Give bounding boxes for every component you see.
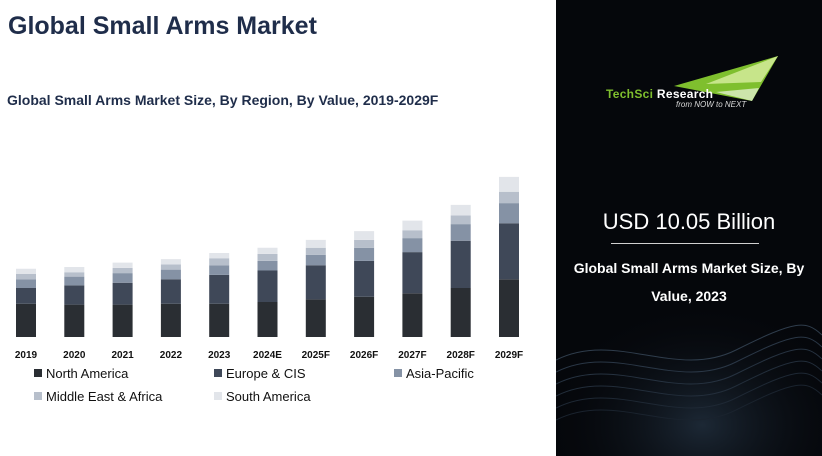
bar-segment <box>16 303 36 337</box>
bar-segment <box>257 253 278 261</box>
stacked-bar-chart: 2019 2020 2021 2022 2023 2024E 2025F 2026F 2027F… <box>15 176 523 361</box>
bar-segment <box>64 272 85 277</box>
chart-subtitle: Global Small Arms Market Size, By Region… <box>7 92 439 108</box>
page-title: Global Small Arms Market <box>8 12 317 40</box>
bar-segment <box>402 252 423 294</box>
bar-segment <box>450 288 471 337</box>
bar-segment <box>16 268 36 274</box>
info-panel: TechSci Research from NOW to NEXT USD 10… <box>556 0 822 456</box>
bar-segment <box>209 274 230 304</box>
bar-segment <box>160 264 181 270</box>
brand-logo: TechSci Research <box>606 87 714 101</box>
bar-segment <box>354 296 375 337</box>
x-tick-label: 2026F <box>350 350 378 361</box>
bar-segment <box>305 239 326 248</box>
bar-segment <box>112 262 133 268</box>
bar-segment <box>257 247 278 254</box>
bar-segment <box>402 293 423 337</box>
divider <box>611 243 759 244</box>
stat-value: USD 10.05 Billion <box>602 209 776 234</box>
legend-label: South America <box>226 388 311 404</box>
bar-segment <box>402 238 423 253</box>
bar-segment <box>354 231 375 240</box>
triangle-arrow-icon <box>674 56 778 101</box>
bar-segment <box>209 265 230 275</box>
x-tick-label: 2023 <box>208 350 231 361</box>
bar-segment <box>305 247 326 255</box>
bar-segment <box>16 274 36 280</box>
x-tick-label: 2029F <box>495 350 523 361</box>
bar-segment <box>450 215 471 225</box>
bar-segment <box>499 191 519 204</box>
bar-segment <box>402 230 423 239</box>
bar-segment <box>16 288 36 304</box>
bar-segment <box>160 259 181 265</box>
x-tick-label: 2024E <box>253 350 282 361</box>
legend-label: Middle East & Africa <box>46 388 163 404</box>
x-tick-label: 2025F <box>302 350 330 361</box>
x-tick-label: 2021 <box>111 350 134 361</box>
legend-item-south-america: South America <box>214 387 311 405</box>
bar-segment <box>16 279 36 288</box>
legend-item-middle-east-africa: Middle East & Africa <box>34 387 162 405</box>
bar-group <box>16 176 519 337</box>
x-tick-label: 2019 <box>15 350 38 361</box>
bar-segment <box>112 267 133 274</box>
bar-segment <box>305 265 326 300</box>
bar-segment <box>354 247 375 261</box>
x-tick-label: 2022 <box>160 350 183 361</box>
bar-segment <box>499 279 519 337</box>
legend-swatch <box>214 369 222 377</box>
legend-swatch <box>394 369 402 377</box>
bar-segment <box>64 276 85 286</box>
legend-item-asia-pacific: Asia-Pacific <box>394 364 474 382</box>
bar-segment <box>64 304 85 337</box>
x-tick-label: 2028F <box>447 350 475 361</box>
bar-segment <box>64 285 85 305</box>
bar-segment <box>112 304 133 337</box>
legend-item-europe-cis: Europe & CIS <box>214 364 306 382</box>
bar-segment <box>160 269 181 280</box>
bar-segment <box>257 270 278 302</box>
legend-label: Europe & CIS <box>226 365 306 381</box>
wave-background <box>556 250 822 456</box>
bar-segment <box>354 260 375 297</box>
bar-segment <box>450 204 471 216</box>
bar-segment <box>499 223 519 280</box>
bar-segment <box>402 220 423 231</box>
stat-caption: Global Small Arms Market Size, By Value,… <box>573 260 805 304</box>
bar-segment <box>209 253 230 259</box>
bar-segment <box>450 224 471 241</box>
bar-segment <box>499 176 519 192</box>
bar-segment <box>450 240 471 288</box>
bar-segment <box>354 239 375 248</box>
legend-swatch <box>34 369 42 377</box>
bar-segment <box>209 303 230 337</box>
x-tick-label: 2020 <box>63 350 86 361</box>
bar-segment <box>305 254 326 266</box>
x-tick-label: 2027F <box>398 350 426 361</box>
bar-segment <box>257 302 278 337</box>
legend-label: Asia-Pacific <box>406 365 474 381</box>
legend-item-north-america: North America <box>34 364 128 382</box>
bar-segment <box>499 203 519 224</box>
bar-segment <box>160 303 181 337</box>
bar-segment <box>209 258 230 266</box>
bar-segment <box>305 299 326 337</box>
bar-segment <box>112 273 133 283</box>
bar-segment <box>64 267 85 273</box>
legend-swatch <box>34 392 42 400</box>
bar-segment <box>160 279 181 304</box>
brand-tagline: from NOW to NEXT <box>676 100 747 109</box>
legend-swatch <box>214 392 222 400</box>
bar-segment <box>257 260 278 271</box>
chart-panel: Global Small Arms Market Global Small Ar… <box>7 12 524 405</box>
legend-label: North America <box>46 365 129 381</box>
bar-segment <box>112 282 133 305</box>
x-axis-ticks: 2019 2020 2021 2022 2023 2024E 2025F 2026F 2027F… <box>15 350 523 361</box>
